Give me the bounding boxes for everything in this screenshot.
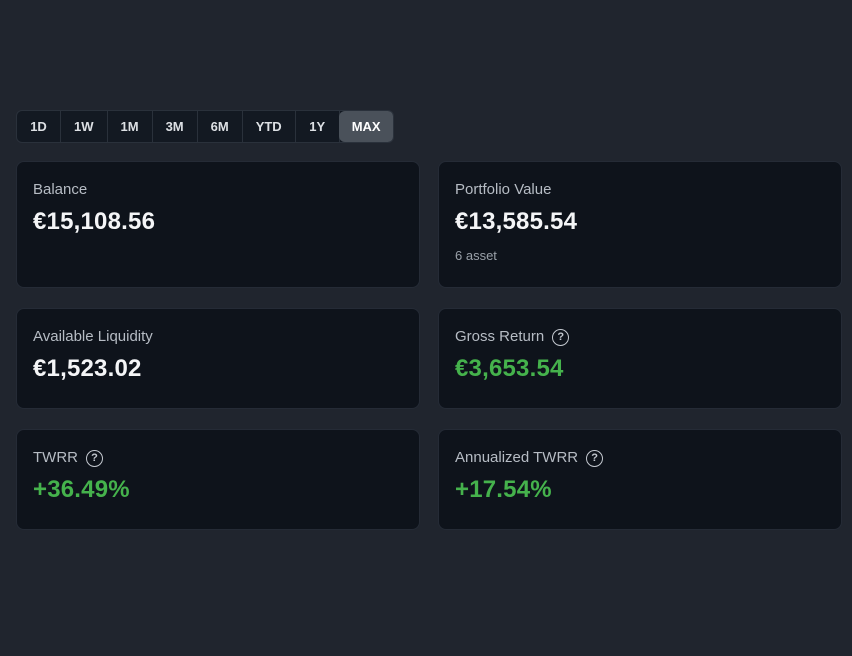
time-range-1w[interactable]: 1W <box>61 111 108 142</box>
time-range-selector: 1D 1W 1M 3M 6M YTD 1Y MAX <box>16 110 394 143</box>
annualized-twrr-value: +17.54% <box>455 476 552 503</box>
portfolio-value-label-row: Portfolio Value <box>455 181 825 199</box>
time-range-6m[interactable]: 6M <box>198 111 243 142</box>
gross-return-label: Gross Return <box>455 328 545 345</box>
time-range-3m[interactable]: 3M <box>153 111 198 142</box>
help-icon[interactable]: ? <box>86 449 103 467</box>
portfolio-value-card: Portfolio Value €13,585.54 6 asset <box>438 161 842 288</box>
time-range-ytd[interactable]: YTD <box>243 111 296 142</box>
portfolio-value-label: Portfolio Value <box>455 181 552 198</box>
twrr-label: TWRR <box>33 449 78 466</box>
gross-return-value: €3,653.54 <box>455 355 564 382</box>
annualized-twrr-label-row: Annualized TWRR ? <box>455 449 825 467</box>
gross-return-label-row: Gross Return ? <box>455 328 825 346</box>
help-icon[interactable]: ? <box>586 449 604 467</box>
portfolio-asset-count: 6 asset <box>455 248 497 263</box>
balance-label: Balance <box>33 181 88 198</box>
twrr-card: TWRR ? +36.49% <box>16 429 420 530</box>
available-liquidity-card: Available Liquidity €1,523.02 <box>16 308 420 409</box>
balance-value: €15,108.56 <box>33 208 156 235</box>
twrr-value: +36.49% <box>33 476 130 503</box>
balance-label-row: Balance <box>33 181 403 199</box>
time-range-max[interactable]: MAX <box>338 111 393 142</box>
stats-cards-grid: Balance €15,108.56 Portfolio Value €13,5… <box>16 161 842 530</box>
time-range-1d[interactable]: 1D <box>17 111 61 142</box>
gross-return-card: Gross Return ? €3,653.54 <box>438 308 842 409</box>
twrr-label-row: TWRR ? <box>33 449 403 467</box>
time-range-1m[interactable]: 1M <box>108 111 153 142</box>
available-liquidity-label: Available Liquidity <box>33 328 153 345</box>
portfolio-value-amount: €13,585.54 <box>455 208 578 235</box>
available-liquidity-value: €1,523.02 <box>33 355 142 382</box>
help-icon[interactable]: ? <box>552 328 570 346</box>
annualized-twrr-label: Annualized TWRR <box>455 449 579 466</box>
available-liquidity-label-row: Available Liquidity <box>33 328 403 346</box>
balance-card: Balance €15,108.56 <box>16 161 420 288</box>
time-range-1y[interactable]: 1Y <box>296 111 340 142</box>
annualized-twrr-card: Annualized TWRR ? +17.54% <box>438 429 842 530</box>
